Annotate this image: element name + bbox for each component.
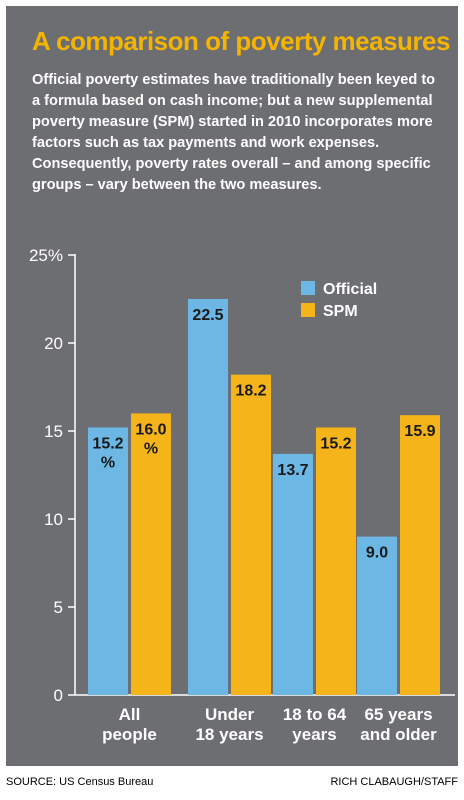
x-category-label: Under [205, 705, 255, 724]
bar-official [88, 427, 128, 695]
bar-spm [231, 374, 271, 695]
data-label: 18.2 [235, 383, 266, 400]
data-label: 22.5 [192, 307, 223, 324]
bar-spm [131, 413, 171, 695]
x-category-label: years [292, 725, 336, 744]
x-category-label: 18 years [195, 725, 263, 744]
x-category-label: 18 to 64 [283, 705, 347, 724]
legend-swatch-official [301, 281, 315, 295]
x-category-label: All [119, 705, 141, 724]
data-label: 15.2 [320, 435, 351, 452]
y-tick-label: 5 [54, 598, 63, 617]
data-label: 13.7 [277, 462, 308, 479]
data-label: 9.0 [366, 545, 388, 562]
x-category-label: and older [360, 725, 437, 744]
data-label: 16.0 [135, 421, 166, 438]
source-note: SOURCE: US Census Bureau [6, 776, 154, 788]
bar-official [188, 299, 228, 695]
y-tick-label: 15 [44, 422, 63, 441]
bar-spm [400, 415, 440, 695]
x-category-label: people [102, 725, 157, 744]
x-category-label: 65 years [364, 705, 432, 724]
credit-note: RICH CLABAUGH/STAFF [330, 776, 458, 788]
y-tick-label: 0 [54, 686, 63, 705]
legend-label-spm: SPM [323, 303, 358, 320]
y-tick-label: 10 [44, 510, 63, 529]
legend-label-official: Official [323, 281, 377, 298]
y-tick-label: 25% [29, 246, 63, 265]
bar-official [357, 536, 397, 695]
legend-swatch-spm [301, 303, 315, 317]
data-label-unit: % [101, 454, 115, 471]
data-label: 15.2 [92, 435, 123, 452]
data-label-unit: % [144, 440, 158, 457]
data-label: 15.9 [404, 423, 435, 440]
bar-spm [316, 427, 356, 695]
bar-official [273, 453, 313, 695]
y-tick-label: 20 [44, 334, 63, 353]
page-title: A comparison of poverty measures [32, 26, 450, 56]
chart-description: Official poverty estimates have traditio… [32, 72, 436, 193]
